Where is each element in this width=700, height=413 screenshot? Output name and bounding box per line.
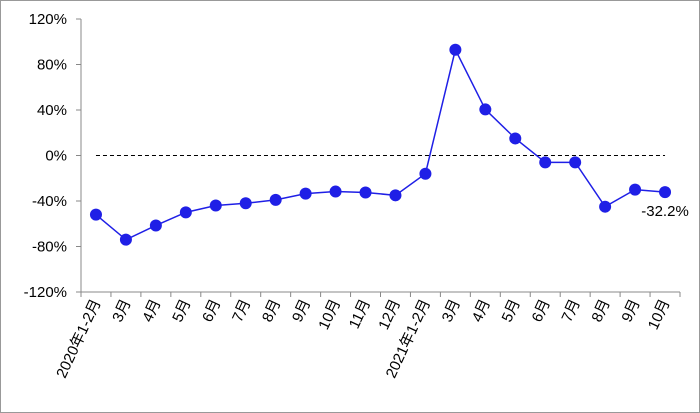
marker — [569, 156, 582, 169]
y-tick-label: 80% — [37, 57, 67, 74]
y-tick-label: -80% — [32, 239, 67, 256]
y-tick-label: -40% — [32, 193, 67, 210]
marker — [509, 132, 522, 145]
marker — [449, 43, 462, 56]
marker — [89, 208, 102, 221]
y-tick-label: 40% — [37, 102, 67, 119]
marker — [629, 183, 642, 196]
marker — [419, 167, 432, 180]
y-tick-label: -120% — [24, 284, 67, 301]
marker — [389, 189, 402, 202]
y-tick-label: 0% — [45, 148, 67, 165]
marker — [329, 185, 342, 198]
marker — [479, 103, 492, 116]
marker — [359, 186, 372, 199]
marker — [599, 200, 612, 213]
marker — [209, 199, 222, 212]
y-tick-label: 120% — [29, 11, 67, 28]
marker — [239, 197, 252, 210]
marker — [149, 219, 162, 232]
marker — [119, 233, 132, 246]
marker — [269, 193, 282, 206]
marker — [659, 186, 672, 199]
data-label: -32.2% — [641, 203, 689, 220]
marker — [539, 156, 552, 169]
marker — [179, 206, 192, 219]
marker — [299, 187, 312, 200]
